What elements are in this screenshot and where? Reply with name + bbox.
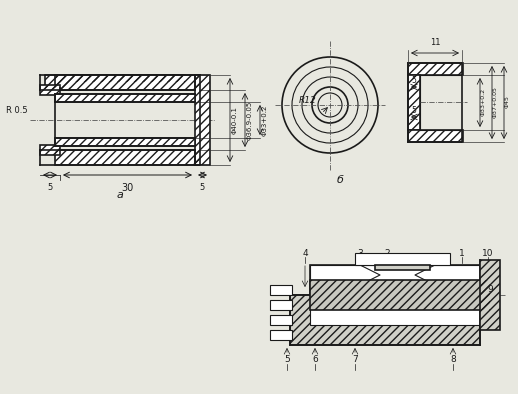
Bar	[55, 138, 195, 146]
Bar	[45, 75, 70, 90]
Text: 5: 5	[284, 355, 290, 364]
Bar	[408, 63, 463, 75]
Bar	[355, 253, 450, 265]
Bar	[270, 300, 292, 310]
Bar	[480, 260, 500, 330]
Bar	[480, 260, 500, 330]
Text: 8: 8	[450, 355, 456, 364]
Bar	[290, 295, 480, 345]
Bar	[55, 138, 195, 146]
Bar	[45, 75, 70, 90]
Bar	[408, 75, 420, 130]
Polygon shape	[360, 265, 380, 285]
Text: 30: 30	[121, 183, 133, 193]
Text: 5: 5	[199, 183, 205, 192]
Bar	[70, 75, 185, 82]
Bar	[310, 280, 490, 310]
Bar	[408, 63, 463, 75]
Bar	[270, 315, 292, 325]
Bar	[55, 75, 200, 90]
Text: a: a	[117, 190, 123, 200]
Text: 2: 2	[384, 249, 390, 258]
Bar	[70, 75, 185, 82]
Text: R 0.5: R 0.5	[6, 106, 28, 115]
Text: Φ40-0.1: Φ40-0.1	[232, 106, 238, 134]
Text: Φ36.9-0.05: Φ36.9-0.05	[247, 100, 253, 139]
Text: 10: 10	[482, 249, 494, 258]
Bar	[408, 75, 420, 130]
Bar	[408, 130, 463, 142]
Text: Φ45: Φ45	[505, 96, 510, 108]
Text: 11: 11	[430, 38, 440, 47]
Bar	[55, 150, 200, 165]
Text: 9: 9	[487, 286, 493, 294]
Bar	[408, 130, 463, 142]
Bar	[310, 265, 480, 295]
Bar	[40, 85, 60, 95]
Text: Φ33+0.2: Φ33+0.2	[481, 88, 486, 116]
Bar	[195, 75, 210, 165]
Bar	[55, 150, 200, 165]
Bar	[310, 265, 480, 295]
Bar	[310, 280, 490, 310]
Bar	[375, 265, 430, 270]
Text: 1: 1	[459, 249, 465, 258]
Bar	[290, 295, 480, 345]
Bar	[40, 85, 60, 95]
Bar	[310, 265, 480, 325]
Text: 5: 5	[412, 106, 416, 115]
Text: Φ33+0.2: Φ33+0.2	[262, 104, 268, 136]
Text: 5: 5	[412, 76, 416, 85]
Polygon shape	[415, 265, 435, 285]
Bar	[270, 285, 292, 295]
Text: б: б	[337, 175, 343, 185]
Text: 4: 4	[302, 249, 308, 258]
Bar	[270, 330, 292, 340]
Text: 7: 7	[352, 355, 358, 364]
Text: 3: 3	[357, 249, 363, 258]
Bar	[195, 75, 210, 165]
Text: Φ37+0.05: Φ37+0.05	[493, 86, 498, 118]
Text: 5: 5	[47, 183, 53, 192]
Text: 6: 6	[312, 355, 318, 364]
Bar	[40, 145, 60, 155]
Bar	[55, 94, 195, 102]
Bar	[55, 94, 195, 102]
Bar	[40, 145, 60, 155]
Text: R12: R12	[299, 95, 317, 104]
Bar	[55, 75, 200, 90]
